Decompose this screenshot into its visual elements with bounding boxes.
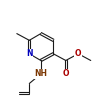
- Text: O: O: [75, 49, 81, 58]
- Text: O: O: [63, 69, 69, 78]
- Text: N: N: [26, 49, 33, 58]
- Text: NH: NH: [34, 69, 47, 78]
